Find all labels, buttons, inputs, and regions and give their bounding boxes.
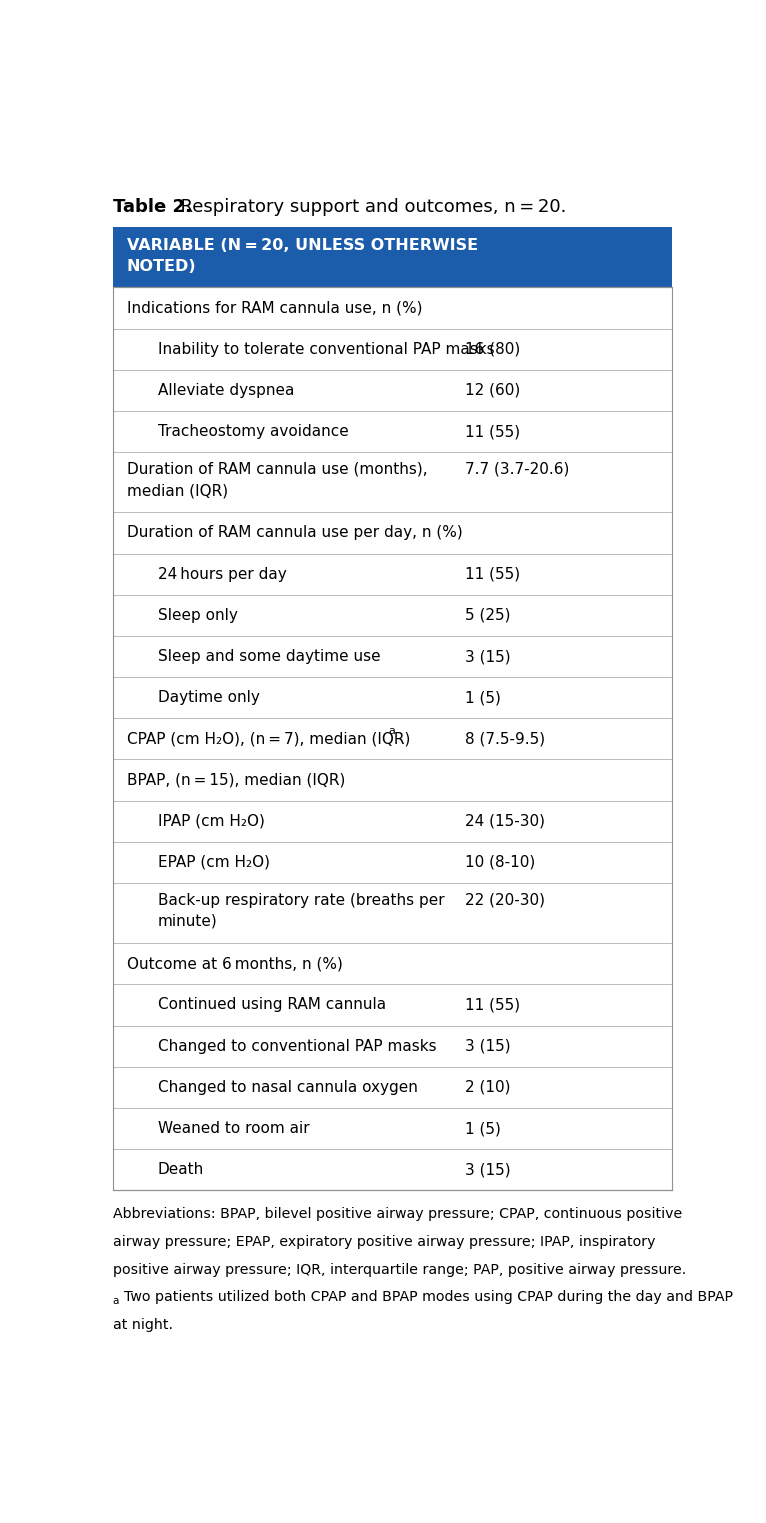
Text: Weaned to room air: Weaned to room air <box>158 1121 309 1136</box>
Bar <box>113 637 673 678</box>
Text: Duration of RAM cannula use per day, n (%): Duration of RAM cannula use per day, n (… <box>126 525 463 541</box>
Bar <box>113 1107 673 1150</box>
Text: 7.7 (3.7-20.6): 7.7 (3.7-20.6) <box>465 461 569 477</box>
Bar <box>113 594 673 637</box>
Text: 3 (15): 3 (15) <box>465 1162 510 1177</box>
Text: CPAP (cm H₂O), (n = 7), median (IQR): CPAP (cm H₂O), (n = 7), median (IQR) <box>126 731 410 746</box>
Bar <box>113 329 673 370</box>
Text: Abbreviations: BPAP, bilevel positive airway pressure; CPAP, continuous positive: Abbreviations: BPAP, bilevel positive ai… <box>113 1208 682 1221</box>
Bar <box>113 719 673 760</box>
Text: a: a <box>388 726 395 736</box>
Text: 12 (60): 12 (60) <box>465 382 520 398</box>
Text: Respiratory support and outcomes, n = 20.: Respiratory support and outcomes, n = 20… <box>169 198 566 216</box>
Text: 11 (55): 11 (55) <box>465 425 520 439</box>
Text: Indications for RAM cannula use, n (%): Indications for RAM cannula use, n (%) <box>126 300 422 315</box>
Text: 8 (7.5-9.5): 8 (7.5-9.5) <box>465 731 545 746</box>
Text: Sleep only: Sleep only <box>158 608 237 623</box>
Bar <box>113 411 673 452</box>
Text: Back-up respiratory rate (breaths per: Back-up respiratory rate (breaths per <box>158 892 444 908</box>
Bar <box>113 370 673 411</box>
Bar <box>113 801 673 842</box>
Text: Duration of RAM cannula use (months),: Duration of RAM cannula use (months), <box>126 461 427 477</box>
Text: 10 (8-10): 10 (8-10) <box>465 854 535 870</box>
Bar <box>113 883 673 943</box>
Text: 1 (5): 1 (5) <box>465 1121 500 1136</box>
Text: 24 (15-30): 24 (15-30) <box>465 813 545 829</box>
Bar <box>113 678 673 719</box>
Text: 22 (20-30): 22 (20-30) <box>465 892 545 908</box>
Text: Daytime only: Daytime only <box>158 690 260 705</box>
Bar <box>113 943 673 984</box>
Text: 16 (80): 16 (80) <box>465 341 520 356</box>
Text: median (IQR): median (IQR) <box>126 483 228 498</box>
Text: IPAP (cm H₂O): IPAP (cm H₂O) <box>158 813 264 829</box>
Text: positive airway pressure; IQR, interquartile range; PAP, positive airway pressur: positive airway pressure; IQR, interquar… <box>113 1263 686 1276</box>
Text: Changed to nasal cannula oxygen: Changed to nasal cannula oxygen <box>158 1080 417 1095</box>
Bar <box>113 1150 673 1191</box>
Text: 11 (55): 11 (55) <box>465 567 520 582</box>
Text: Changed to conventional PAP masks: Changed to conventional PAP masks <box>158 1039 437 1054</box>
Bar <box>113 553 673 594</box>
Text: 3 (15): 3 (15) <box>465 649 510 664</box>
Bar <box>113 842 673 883</box>
Bar <box>113 1066 673 1107</box>
Bar <box>113 512 673 553</box>
Text: Sleep and some daytime use: Sleep and some daytime use <box>158 649 381 664</box>
Bar <box>113 288 673 329</box>
Bar <box>113 1025 673 1066</box>
Text: VARIABLE (N = 20, UNLESS OTHERWISE
NOTED): VARIABLE (N = 20, UNLESS OTHERWISE NOTED… <box>126 238 478 274</box>
Bar <box>113 227 673 288</box>
Text: Continued using RAM cannula: Continued using RAM cannula <box>158 998 386 1013</box>
Text: 24 hours per day: 24 hours per day <box>158 567 286 582</box>
Text: EPAP (cm H₂O): EPAP (cm H₂O) <box>158 854 270 870</box>
Text: 1 (5): 1 (5) <box>465 690 500 705</box>
Text: 2 (10): 2 (10) <box>465 1080 510 1095</box>
Bar <box>113 452 673 512</box>
Text: a: a <box>113 1296 119 1305</box>
Bar <box>113 760 673 801</box>
Text: Death: Death <box>158 1162 204 1177</box>
Text: Two patients utilized both CPAP and BPAP modes using CPAP during the day and BPA: Two patients utilized both CPAP and BPAP… <box>123 1290 732 1304</box>
Text: Table 2.: Table 2. <box>113 198 192 216</box>
Text: Outcome at 6 months, n (%): Outcome at 6 months, n (%) <box>126 956 342 972</box>
Text: minute): minute) <box>158 914 218 929</box>
Text: 3 (15): 3 (15) <box>465 1039 510 1054</box>
Text: Tracheostomy avoidance: Tracheostomy avoidance <box>158 425 349 439</box>
Text: airway pressure; EPAP, expiratory positive airway pressure; IPAP, inspiratory: airway pressure; EPAP, expiratory positi… <box>113 1235 655 1249</box>
Bar <box>113 984 673 1025</box>
Text: BPAP, (n = 15), median (IQR): BPAP, (n = 15), median (IQR) <box>126 772 345 787</box>
Text: Inability to tolerate conventional PAP masks: Inability to tolerate conventional PAP m… <box>158 341 494 356</box>
Text: Alleviate dyspnea: Alleviate dyspnea <box>158 382 294 398</box>
Text: at night.: at night. <box>113 1317 173 1333</box>
Text: 5 (25): 5 (25) <box>465 608 510 623</box>
Text: 11 (55): 11 (55) <box>465 998 520 1013</box>
